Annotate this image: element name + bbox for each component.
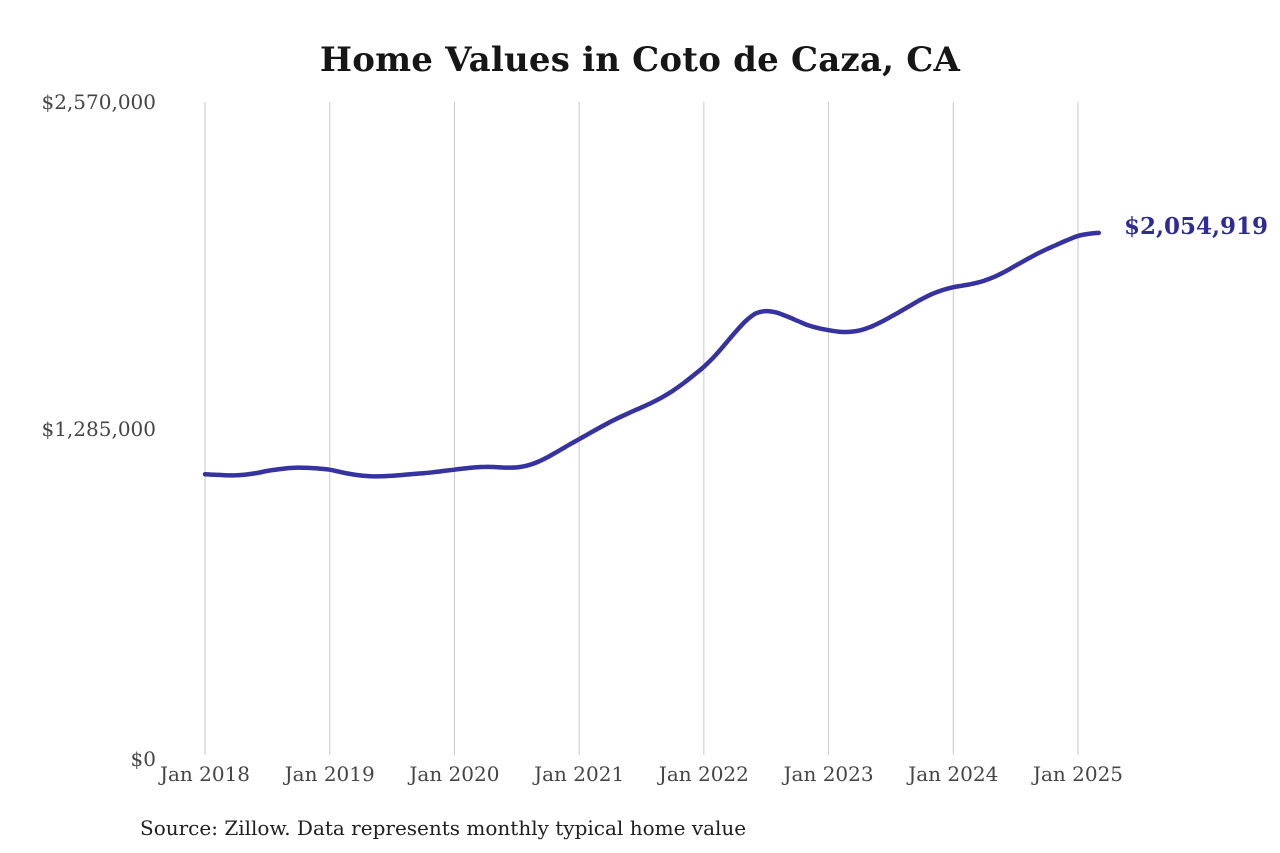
x-tick-label: Jan 2019 — [284, 762, 375, 786]
latest-value-label: $2,054,919 — [1124, 213, 1269, 240]
x-tick-label: Jan 2024 — [908, 762, 999, 786]
y-axis-label-zero: $0 — [130, 747, 156, 771]
x-tick-label: Jan 2022 — [658, 762, 749, 786]
x-tick-label: Jan 2021 — [534, 762, 625, 786]
y-axis-label-mid: $1,285,000 — [41, 417, 156, 441]
chart-title: Home Values in Coto de Caza, CA — [319, 40, 961, 80]
x-tick-label: Jan 2018 — [159, 762, 251, 786]
gridlines — [204, 102, 1079, 755]
y-axis-label-max: $2,570,000 — [41, 90, 156, 114]
source-note: Source: Zillow. Data represents monthly … — [140, 816, 747, 840]
x-tick-label: Jan 2020 — [409, 762, 500, 786]
x-tick-label: Jan 2023 — [783, 762, 874, 786]
value-line — [202, 230, 1102, 479]
x-tick-label: Jan 2025 — [1032, 762, 1124, 786]
